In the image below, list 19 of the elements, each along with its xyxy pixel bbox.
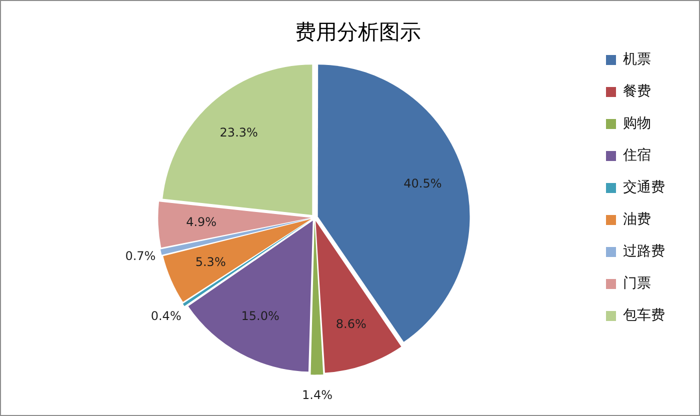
legend-label: 包车费 [623, 308, 665, 324]
data-label: 5.3% [195, 254, 226, 269]
legend-label: 油费 [623, 212, 651, 228]
data-label: 1.4% [302, 388, 333, 402]
chart-title: 费用分析图示 [295, 20, 421, 44]
legend-label: 过路费 [623, 244, 665, 260]
legend-label: 住宿 [622, 148, 651, 164]
legend-label: 购物 [623, 116, 651, 132]
data-label: 0.7% [125, 248, 156, 263]
legend-label: 交通费 [623, 180, 665, 196]
legend-label: 餐费 [623, 84, 651, 100]
data-label: 0.4% [150, 308, 182, 323]
data-label: 8.6% [336, 316, 366, 331]
data-label: 23.3% [220, 125, 258, 140]
data-label: 40.5% [404, 176, 442, 190]
legend-label: 门票 [623, 276, 651, 292]
data-label: 4.9% [186, 214, 217, 229]
legend-label: 机票 [623, 52, 651, 68]
data-label: 15.0% [241, 309, 280, 324]
